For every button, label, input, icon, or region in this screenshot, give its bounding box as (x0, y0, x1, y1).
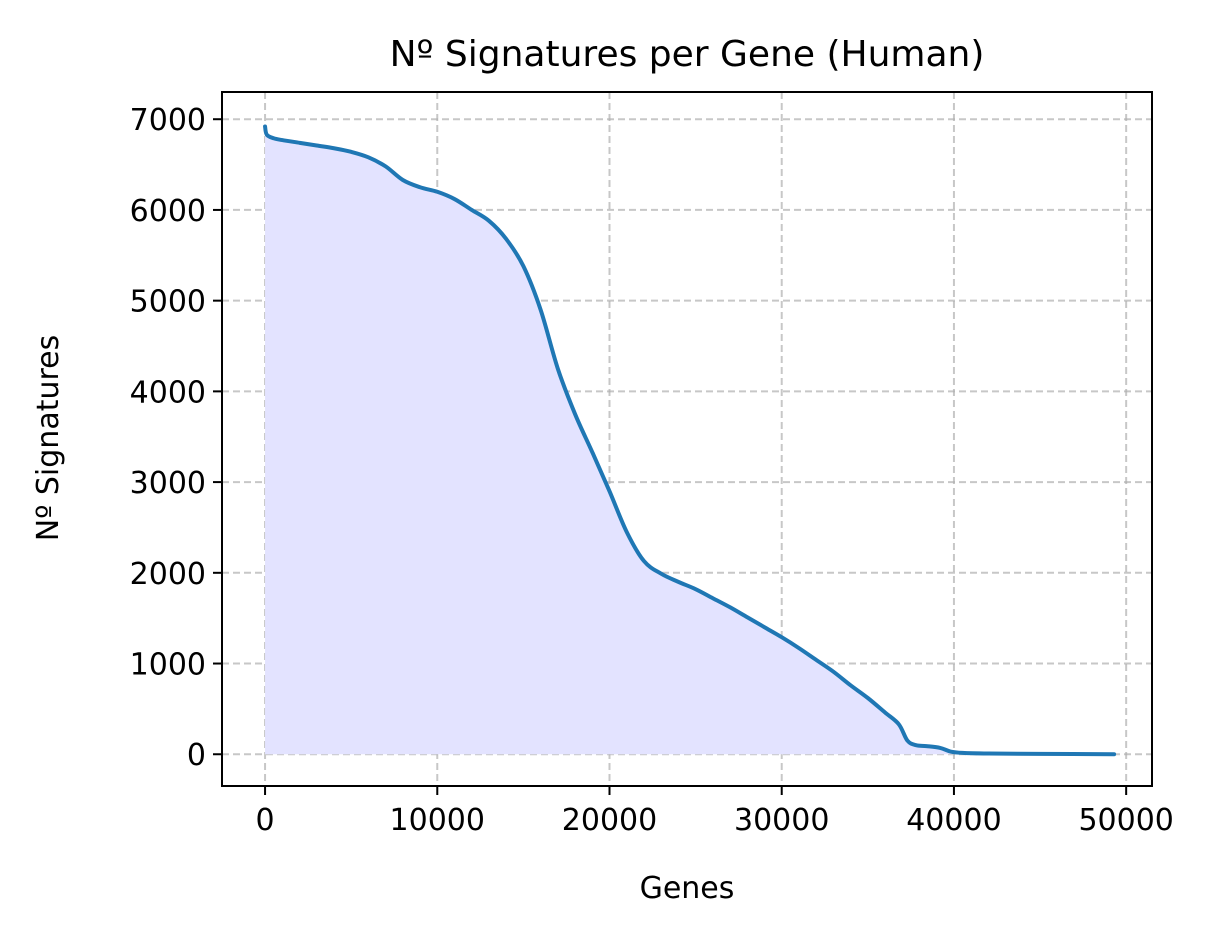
series-area-fill (265, 126, 1115, 755)
y-axis-ticks: 0 1000 2000 3000 4000 5000 6000 7000 (130, 103, 222, 773)
y-tick-label: 7000 (130, 103, 206, 138)
x-axis-ticks: 0 10000 20000 30000 40000 50000 (256, 786, 1174, 838)
y-tick-label: 1000 (130, 648, 206, 683)
x-tick-label: 40000 (906, 803, 1001, 838)
x-tick-label: 50000 (1078, 803, 1173, 838)
series-line (263, 124, 1117, 757)
y-tick-label: 0 (187, 738, 206, 773)
x-tick-label: 20000 (562, 803, 657, 838)
y-tick-label: 2000 (130, 557, 206, 592)
y-tick-label: 6000 (130, 194, 206, 229)
x-tick-label: 0 (256, 803, 275, 838)
y-tick-label: 4000 (130, 375, 206, 410)
y-axis-label: Nº Signatures (31, 335, 66, 541)
y-tick-label: 3000 (130, 466, 206, 501)
plot-frame (221, 91, 1153, 787)
x-tick-label: 30000 (734, 803, 829, 838)
x-axis-label: Genes (640, 871, 735, 906)
chart-title: Nº Signatures per Gene (Human) (390, 34, 985, 75)
y-tick-label: 5000 (130, 285, 206, 320)
x-tick-label: 10000 (390, 803, 485, 838)
